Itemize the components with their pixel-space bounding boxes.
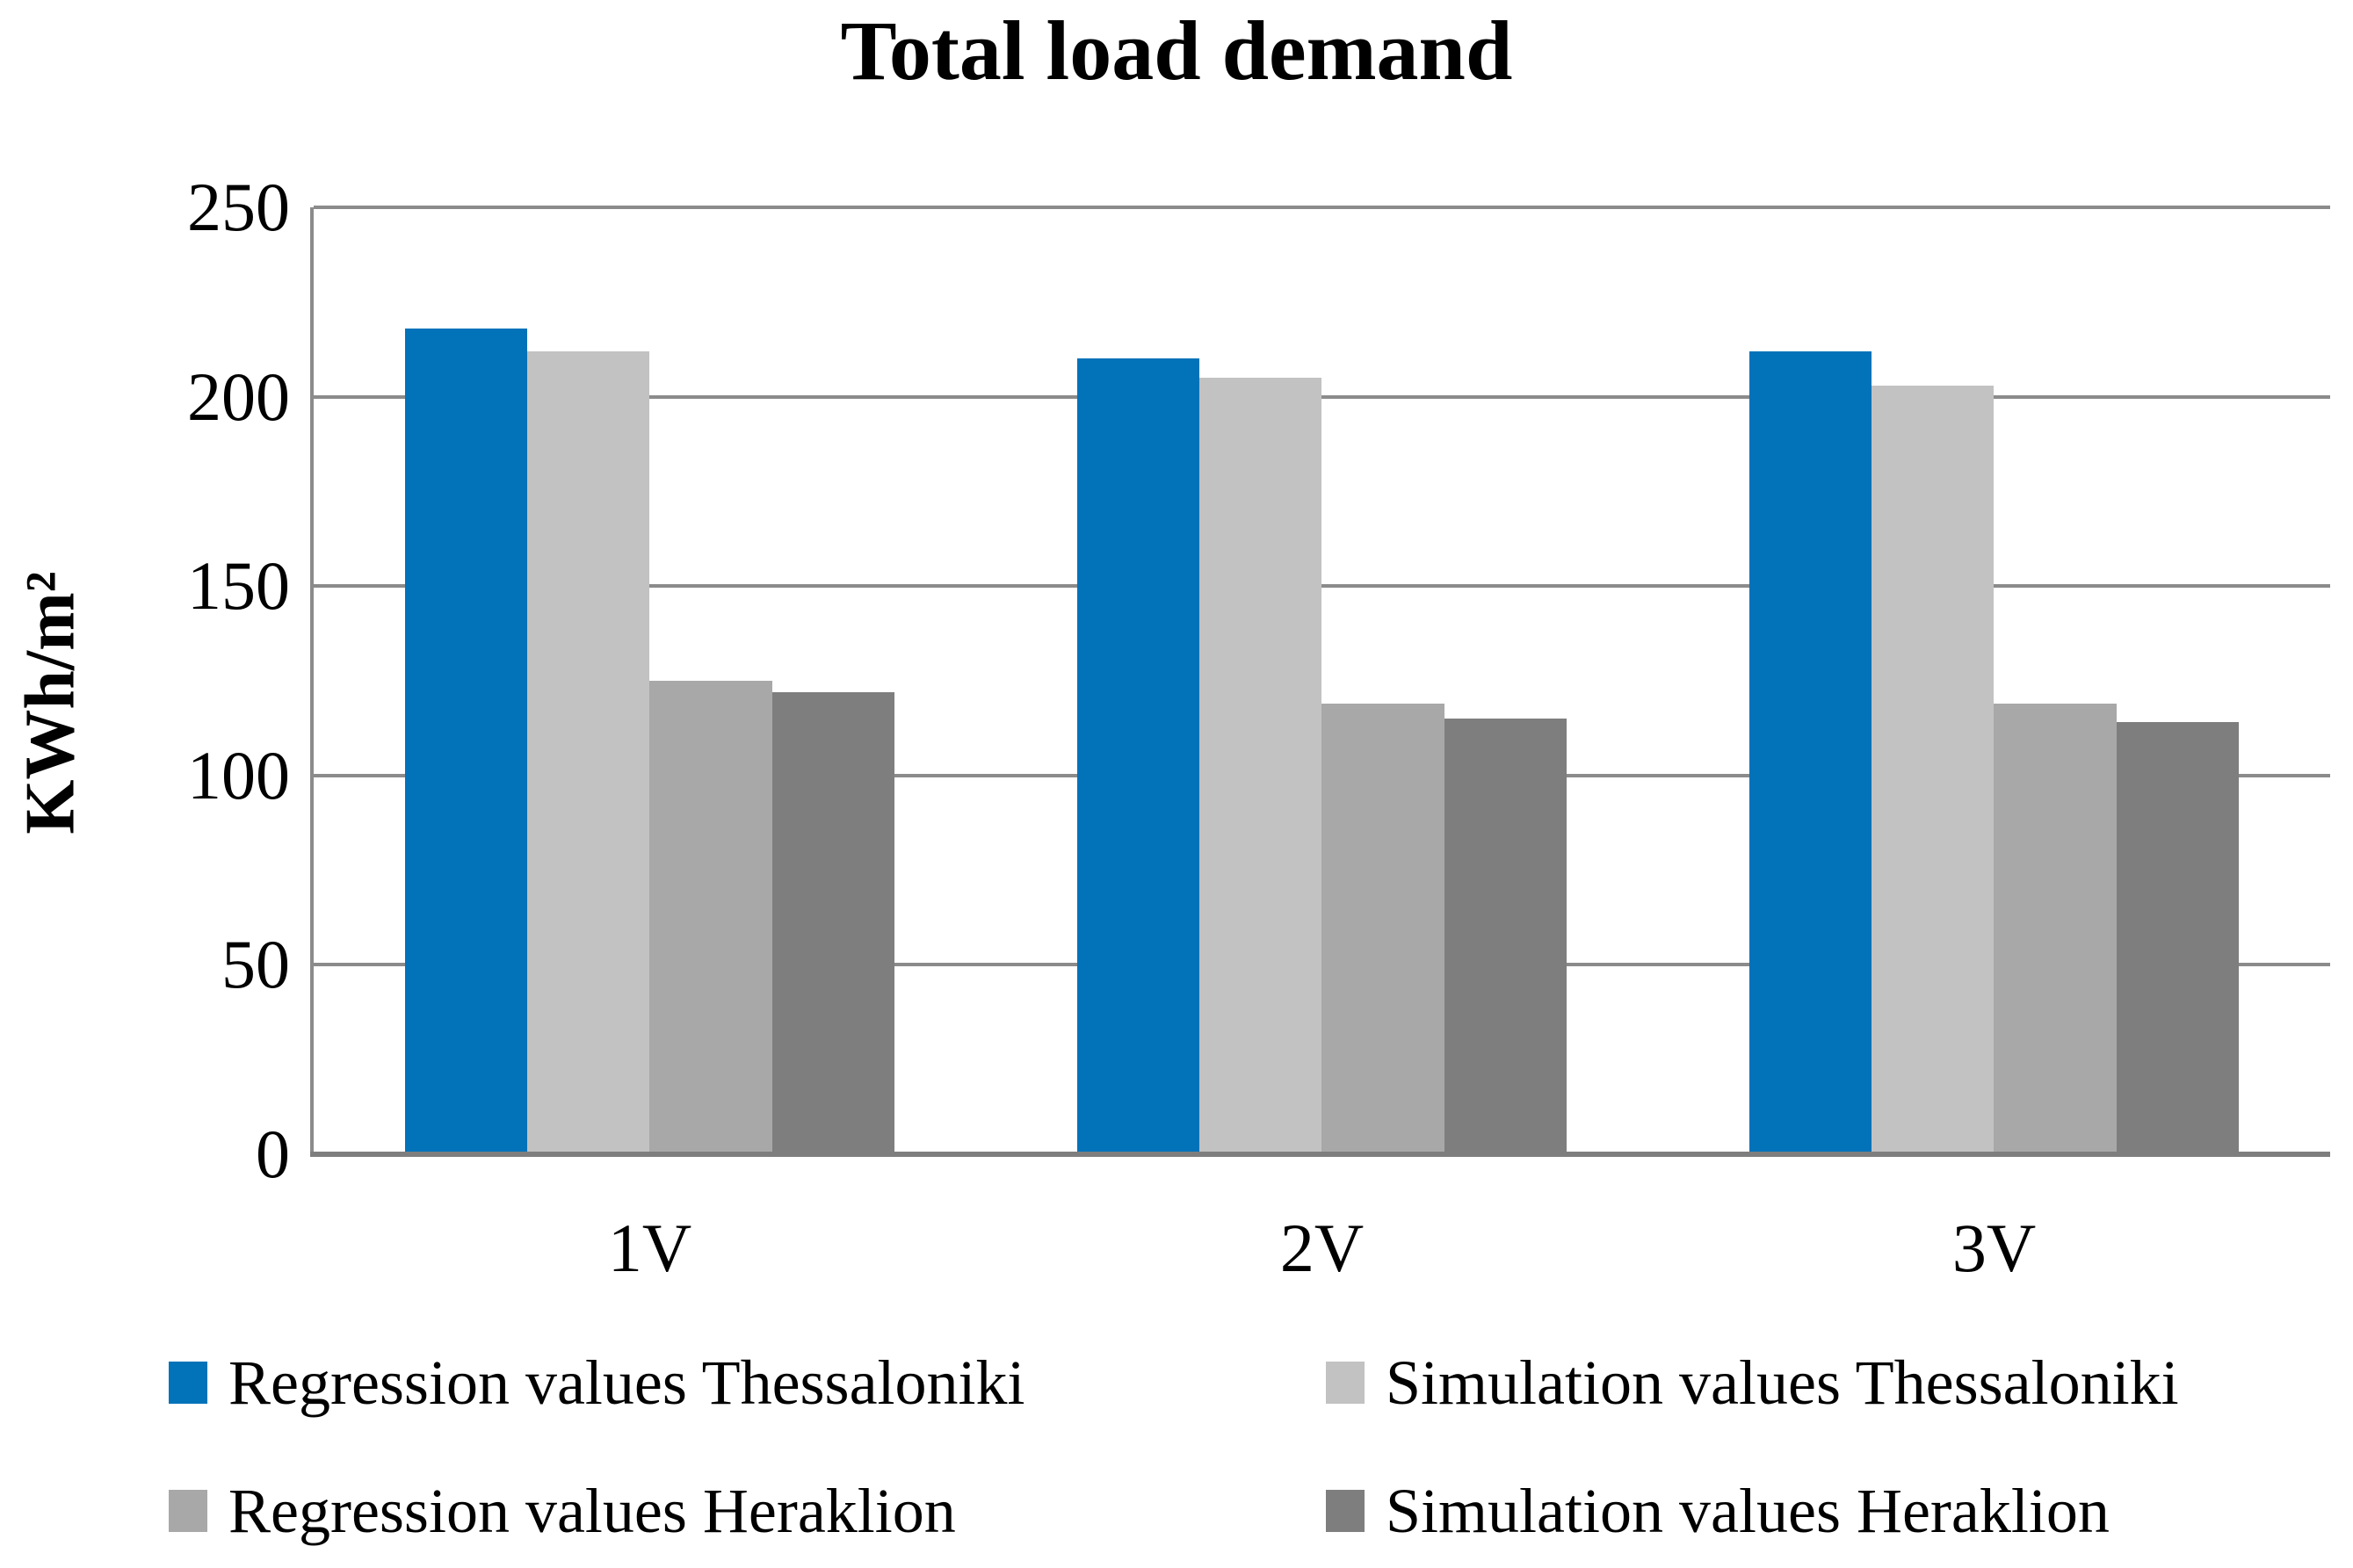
bar [649, 681, 772, 1154]
y-tick-label-150: 150 [187, 547, 290, 625]
y-axis-line [310, 207, 314, 1154]
bar [1444, 719, 1567, 1154]
bar [527, 350, 650, 1154]
y-tick-label-0: 0 [256, 1116, 290, 1192]
legend-swatch [1326, 1490, 1365, 1532]
bar [1749, 350, 1872, 1154]
legend-swatch [169, 1362, 207, 1404]
bar-group-3V [1658, 207, 2330, 1154]
bar [405, 328, 528, 1154]
chart-title: Total load demand [840, 4, 1513, 98]
bar-group-2V [986, 207, 1658, 1154]
bar [1994, 703, 2117, 1154]
bar [2116, 722, 2239, 1154]
legend-item: Regression values Thessaloniki [169, 1342, 1326, 1423]
legend: Regression values Thessaloniki Simulation… [169, 1342, 2295, 1551]
bar [1077, 358, 1200, 1154]
legend-swatch [1326, 1362, 1365, 1404]
gridline-200 [314, 394, 2330, 399]
bar [1872, 385, 1995, 1154]
bars-row [405, 207, 894, 1154]
legend-label: Regression values Heraklion [228, 1476, 956, 1546]
bar [771, 691, 894, 1154]
legend-item: Simulation values Heraklion [1326, 1470, 2295, 1551]
plot-area [310, 206, 2330, 1157]
bar [1199, 378, 1322, 1154]
y-tick-label-200: 200 [187, 358, 290, 435]
legend-label: Simulation values Thessaloniki [1386, 1348, 2179, 1418]
legend-label: Regression values Thessaloniki [228, 1348, 1025, 1418]
bar-group-1V [314, 207, 986, 1154]
y-tick-label-50: 50 [221, 926, 290, 1003]
gridline-150 [314, 584, 2330, 589]
x-category-label-3V: 3V [1951, 1210, 2037, 1286]
legend-item: Simulation values Thessaloniki [1326, 1342, 2295, 1423]
gridline-250 [314, 206, 2330, 209]
bar-groups [314, 207, 2330, 1154]
bars-row [1077, 207, 1567, 1154]
legend-item: Regression values Heraklion [169, 1470, 1326, 1551]
bars-row [1749, 207, 2239, 1154]
bar [1321, 703, 1444, 1154]
x-category-label-1V: 1V [607, 1210, 692, 1286]
y-tick-label-100: 100 [187, 736, 290, 813]
x-axis-line [310, 1152, 2330, 1157]
legend-label: Simulation values Heraklion [1386, 1476, 2110, 1546]
x-category-label-2V: 2V [1279, 1210, 1365, 1286]
y-tick-label-250: 250 [187, 169, 290, 245]
legend-swatch [169, 1490, 207, 1532]
